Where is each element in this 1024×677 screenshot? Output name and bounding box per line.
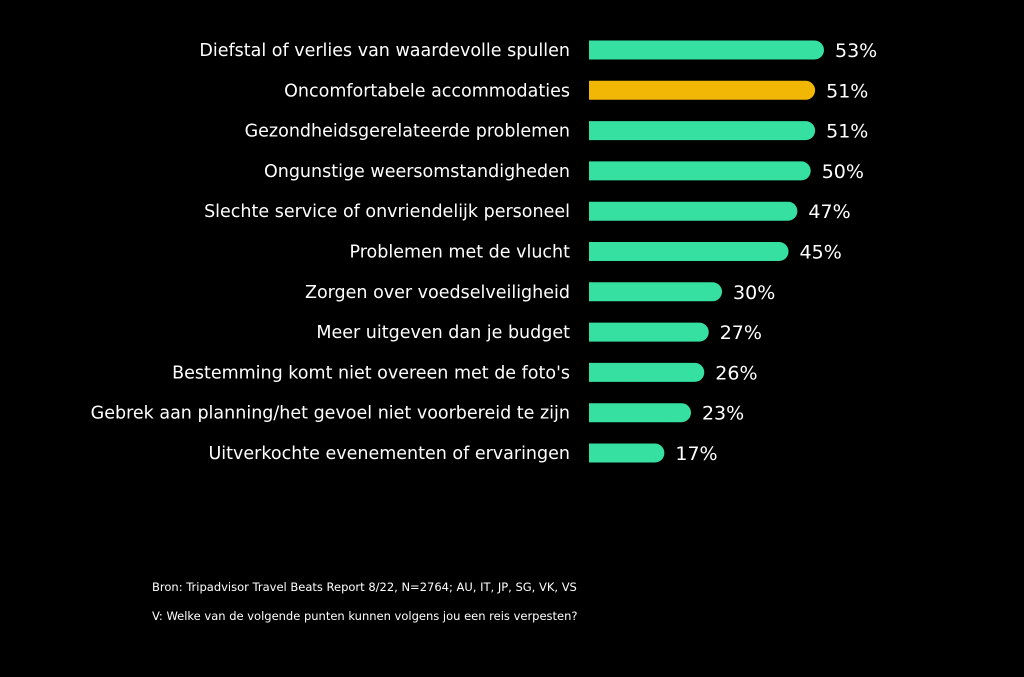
value-label: 50% — [822, 161, 864, 183]
value-labels: 53% 51% 51% 50% 47% 45% 30% 27% 26% 23% 17% — [675, 40, 877, 465]
source-note: Bron: Tripadvisor Travel Beats Report 8/… — [152, 580, 577, 594]
category-label: Diefstal of verlies van waardevolle spul… — [199, 41, 570, 61]
category-label: Bestemming komt niet overeen met de foto… — [172, 363, 570, 383]
category-label: Gebrek aan planning/het gevoel niet voor… — [91, 404, 570, 424]
bar — [589, 443, 665, 463]
value-label: 27% — [720, 322, 762, 344]
category-label: Uitverkochte evenementen of ervaringen — [209, 444, 571, 464]
bars-layer — [589, 40, 824, 463]
bar — [589, 201, 798, 221]
bar — [589, 322, 709, 342]
category-label: Problemen met de vlucht — [349, 243, 570, 263]
value-label: 17% — [675, 443, 717, 465]
value-label: 51% — [826, 80, 868, 102]
value-label: 23% — [702, 403, 744, 425]
value-label: 51% — [826, 121, 868, 143]
value-label: 26% — [715, 362, 757, 384]
bar — [589, 282, 723, 302]
value-label: 47% — [808, 201, 850, 223]
value-label: 53% — [835, 40, 877, 62]
bar — [589, 121, 816, 141]
value-label: 30% — [733, 282, 775, 304]
bar — [589, 40, 824, 60]
bar — [589, 242, 789, 261]
category-label: Meer uitgeven dan je budget — [316, 323, 570, 343]
category-label: Oncomfortabele accommodaties — [284, 81, 570, 101]
bar — [589, 362, 705, 382]
category-label: Ongunstige weersomstandigheden — [264, 162, 570, 182]
category-label: Zorgen over voedselveiligheid — [305, 283, 570, 303]
category-labels: Diefstal of verlies van waardevolle spul… — [91, 41, 570, 464]
category-label: Slechte service of onvriendelijk persone… — [204, 202, 570, 222]
bar — [589, 403, 691, 423]
question-note: V: Welke van de volgende punten kunnen v… — [152, 609, 578, 623]
value-label: 45% — [800, 242, 842, 264]
bar — [589, 80, 816, 100]
bar — [589, 161, 811, 181]
category-label: Gezondheidsgerelateerde problemen — [245, 122, 570, 142]
